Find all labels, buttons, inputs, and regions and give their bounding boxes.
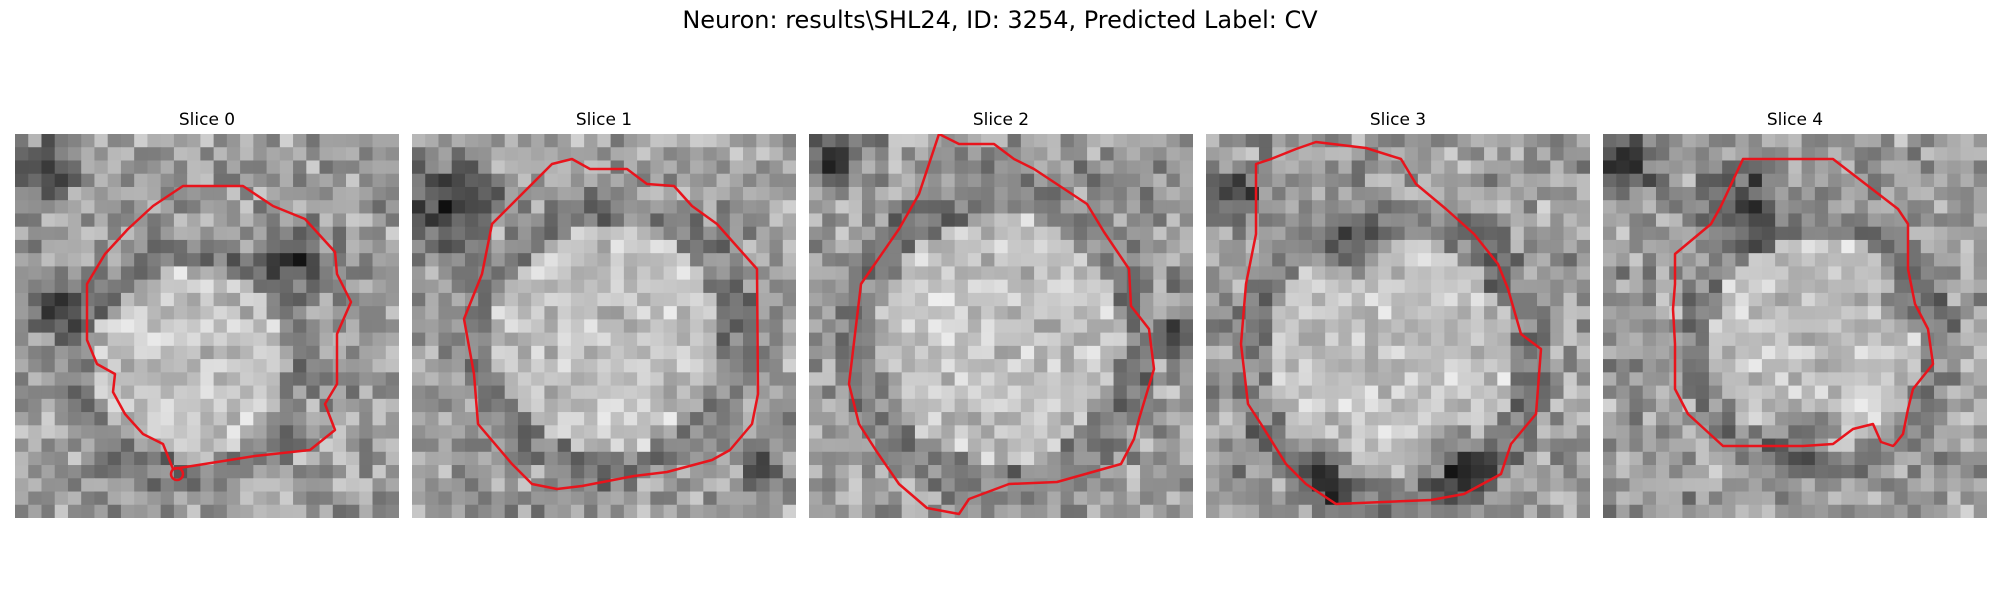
- pixel-grid: [15, 134, 399, 518]
- grayscale-slice-svg: [412, 134, 796, 518]
- contour-loop: [169, 466, 185, 482]
- slice-panel-3: Slice 3: [1206, 110, 1590, 520]
- slice-title: Slice 0: [178, 110, 236, 130]
- slice-title: Slice 4: [1766, 110, 1824, 130]
- slice-image: [412, 134, 796, 518]
- slice-title: Slice 1: [575, 110, 633, 130]
- slice-panel-2: Slice 2: [809, 110, 1193, 520]
- slice-image: [809, 134, 1193, 518]
- pixel-grid: [809, 134, 1193, 518]
- slice-image: [1206, 134, 1590, 518]
- slice-panel-4: Slice 4: [1603, 110, 1987, 520]
- slice-title: Slice 2: [972, 110, 1030, 130]
- slice-panel-1: Slice 1: [412, 110, 796, 520]
- slice-panel-0: Slice 0: [15, 110, 399, 520]
- segmentation-contour: [462, 157, 760, 491]
- pixel-grid: [412, 134, 796, 518]
- segmentation-contour: [847, 134, 1156, 516]
- slice-title: Slice 3: [1369, 110, 1427, 130]
- grayscale-slice-svg: [15, 134, 399, 518]
- segmentation-contour: [1239, 140, 1543, 506]
- segmentation-contour: [85, 184, 353, 471]
- slice-image: [1603, 134, 1987, 518]
- grayscale-slice-svg: [1603, 134, 1987, 518]
- grayscale-slice-svg: [1206, 134, 1590, 518]
- grayscale-slice-svg: [809, 134, 1193, 518]
- slice-image: [15, 134, 399, 518]
- pixel-grid: [1206, 134, 1590, 518]
- segmentation-contour: [1671, 157, 1935, 448]
- pixel-grid: [1603, 134, 1987, 518]
- figure-title: Neuron: results\SHL24, ID: 3254, Predict…: [682, 6, 1318, 34]
